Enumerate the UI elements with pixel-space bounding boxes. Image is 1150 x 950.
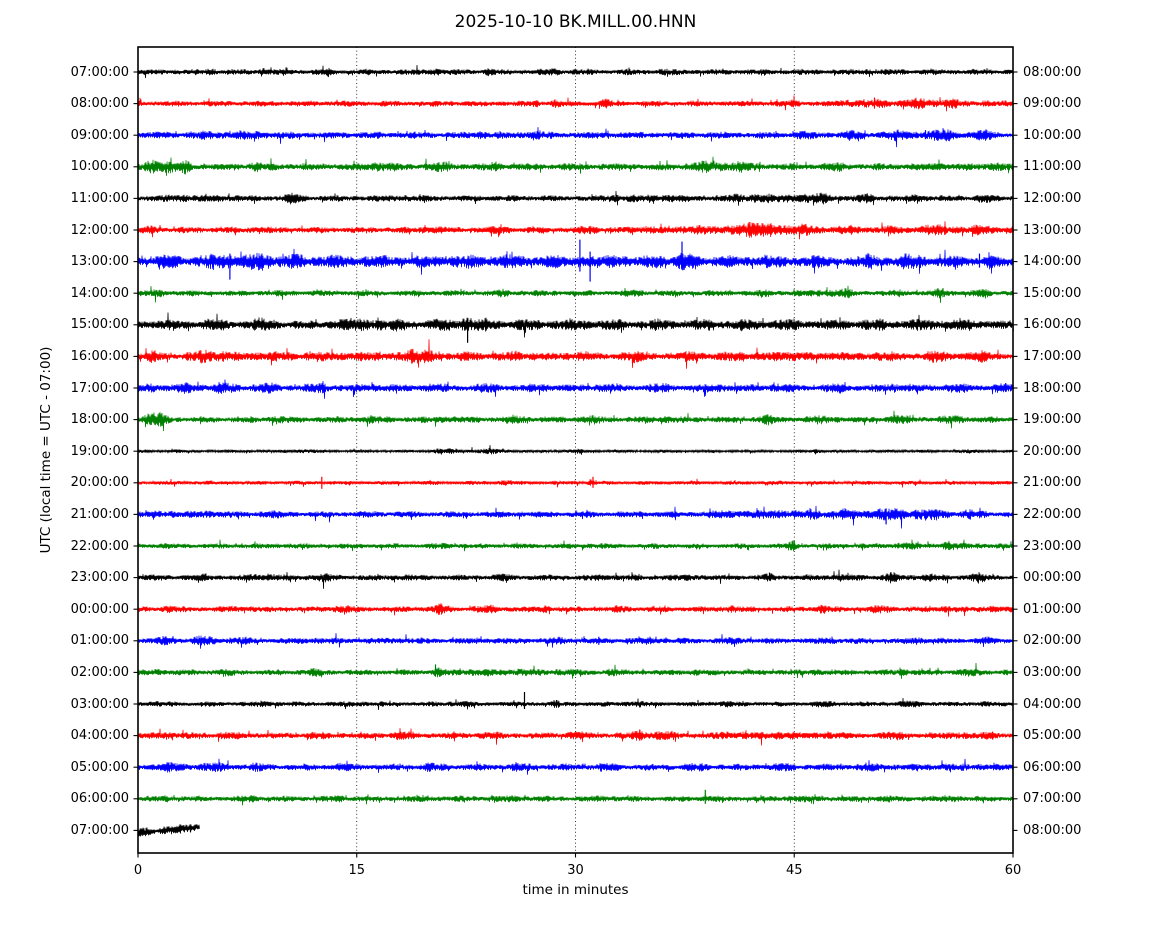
y-tick-label-local: 22:00:00 bbox=[1023, 506, 1082, 522]
figure-title: 2025-10-10 BK.MILL.00.HNN bbox=[454, 12, 697, 32]
y-tick-label-utc: 03:00:00 bbox=[70, 696, 129, 712]
y-tick-label-utc: 18:00:00 bbox=[70, 412, 129, 428]
y-tick-label-utc: 07:00:00 bbox=[70, 64, 129, 80]
y-tick-label-local: 19:00:00 bbox=[1023, 412, 1082, 428]
y-tick-label-utc: 00:00:00 bbox=[70, 601, 129, 617]
x-tick-label: 0 bbox=[133, 863, 143, 878]
y-tick-label-local: 17:00:00 bbox=[1023, 348, 1082, 364]
x-tick-label: 45 bbox=[785, 863, 803, 878]
y-tick-label-utc: 12:00:00 bbox=[70, 222, 129, 238]
y-tick-label-local: 08:00:00 bbox=[1023, 64, 1082, 80]
y-tick-label-local: 09:00:00 bbox=[1023, 96, 1082, 112]
y-tick-label-local: 14:00:00 bbox=[1023, 254, 1082, 270]
y-tick-label-local: 06:00:00 bbox=[1023, 759, 1082, 775]
y-tick-label-utc: 17:00:00 bbox=[70, 380, 129, 396]
y-tick-label-utc: 20:00:00 bbox=[70, 475, 129, 491]
y-tick-label-local: 00:00:00 bbox=[1023, 570, 1082, 586]
y-tick-label-utc: 08:00:00 bbox=[70, 96, 129, 112]
y-tick-label-local: 07:00:00 bbox=[1023, 791, 1082, 807]
y-tick-label-utc: 23:00:00 bbox=[70, 570, 129, 586]
y-tick-label-local: 04:00:00 bbox=[1023, 696, 1082, 712]
x-axis-label: time in minutes bbox=[522, 882, 629, 898]
y-tick-label-utc: 15:00:00 bbox=[70, 317, 129, 333]
y-tick-label-utc: 09:00:00 bbox=[70, 127, 129, 143]
y-tick-label-local: 03:00:00 bbox=[1023, 664, 1082, 680]
x-tick-label: 30 bbox=[567, 863, 584, 878]
y-tick-label-local: 12:00:00 bbox=[1023, 190, 1082, 206]
y-tick-label-utc: 07:00:00 bbox=[70, 822, 129, 838]
y-tick-label-local: 02:00:00 bbox=[1023, 633, 1082, 649]
x-tick-label: 15 bbox=[348, 863, 366, 878]
y-tick-label-local: 21:00:00 bbox=[1023, 475, 1082, 491]
y-tick-label-local: 15:00:00 bbox=[1023, 285, 1082, 301]
y-tick-label-local: 23:00:00 bbox=[1023, 538, 1082, 554]
y-tick-label-local: 18:00:00 bbox=[1023, 380, 1082, 396]
y-tick-label-utc: 22:00:00 bbox=[70, 538, 129, 554]
y-tick-label-utc: 19:00:00 bbox=[70, 443, 129, 459]
y-tick-label-local: 11:00:00 bbox=[1023, 159, 1082, 175]
y-tick-label-utc: 02:00:00 bbox=[70, 664, 129, 680]
y-tick-label-utc: 16:00:00 bbox=[70, 348, 129, 364]
y-tick-label-utc: 14:00:00 bbox=[70, 285, 129, 301]
y-tick-label-local: 16:00:00 bbox=[1023, 317, 1082, 333]
y-tick-label-utc: 01:00:00 bbox=[70, 633, 129, 649]
y-tick-label-utc: 13:00:00 bbox=[70, 254, 129, 270]
y-tick-label-utc: 21:00:00 bbox=[70, 506, 129, 522]
y-tick-label-utc: 04:00:00 bbox=[70, 728, 129, 744]
y-tick-label-local: 01:00:00 bbox=[1023, 601, 1082, 617]
y-tick-label-utc: 11:00:00 bbox=[70, 190, 129, 206]
y-tick-label-utc: 06:00:00 bbox=[70, 791, 129, 807]
y-tick-label-local: 05:00:00 bbox=[1023, 728, 1082, 744]
y-tick-label-local: 13:00:00 bbox=[1023, 222, 1082, 238]
y-tick-label-utc: 10:00:00 bbox=[70, 159, 129, 175]
x-tick-label: 60 bbox=[1004, 863, 1022, 878]
y-tick-label-local: 08:00:00 bbox=[1023, 822, 1082, 838]
y-tick-label-utc: 05:00:00 bbox=[70, 759, 129, 775]
y-tick-label-local: 20:00:00 bbox=[1023, 443, 1082, 459]
y-tick-label-local: 10:00:00 bbox=[1023, 127, 1082, 143]
